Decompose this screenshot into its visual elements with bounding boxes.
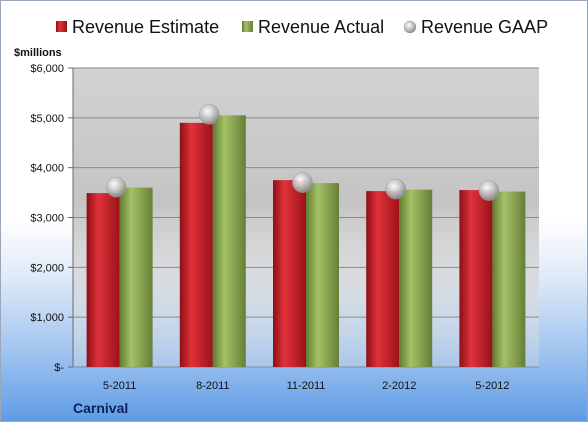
legend-label-actual: Revenue Actual	[258, 17, 384, 37]
company-name: Carnival	[73, 400, 128, 416]
gaap-marker	[478, 180, 500, 201]
x-category-label: 2-2012	[382, 380, 416, 392]
x-category-label: 8-2011	[196, 380, 229, 392]
y-tick-label: $-	[54, 362, 64, 374]
gaap-marker	[292, 172, 313, 193]
bar-revenue-estimate	[366, 191, 400, 367]
legend-swatch-estimate	[56, 21, 67, 32]
y-tick-label: $4,000	[30, 163, 64, 175]
y-tick-label: $3,000	[30, 213, 64, 225]
legend-marker-gaap	[403, 20, 417, 34]
bar-revenue-actual	[306, 183, 339, 367]
x-category-label: 11-2011	[287, 380, 326, 392]
bar-revenue-actual	[212, 115, 246, 367]
y-tick-label: $2,000	[30, 262, 64, 274]
y-axis-ticks: $- $1,000 $2,000 $3,000 $4,000 $5,000 $6,000	[30, 63, 74, 374]
x-category-label: 5-2012	[475, 380, 509, 392]
gaap-marker	[385, 178, 406, 200]
bars	[86, 115, 526, 367]
bar-revenue-actual	[119, 187, 153, 367]
bar-revenue-estimate	[179, 122, 213, 367]
bar-revenue-actual	[399, 189, 433, 367]
bar-revenue-estimate	[459, 190, 493, 367]
gaap-markers	[105, 104, 500, 201]
unit-label: $millions	[14, 47, 62, 59]
legend-label-estimate: Revenue Estimate	[72, 17, 219, 37]
y-tick-label: $5,000	[30, 113, 64, 125]
bar-revenue-estimate	[273, 180, 306, 367]
x-category-label: 5-2011	[103, 380, 136, 392]
bar-revenue-actual	[492, 191, 526, 367]
legend: Revenue Estimate Revenue Actual Revenue …	[56, 17, 548, 37]
y-tick-label: $1,000	[30, 312, 64, 324]
y-tick-label: $6,000	[30, 63, 64, 75]
gaap-marker	[199, 104, 220, 125]
legend-swatch-actual	[242, 21, 253, 32]
gaap-marker	[105, 176, 127, 198]
x-axis-categories: 5-2011 8-2011 11-2011 2-2012 5-2012	[103, 380, 510, 392]
bar-revenue-estimate	[86, 193, 120, 367]
legend-label-gaap: Revenue GAAP	[421, 17, 548, 37]
